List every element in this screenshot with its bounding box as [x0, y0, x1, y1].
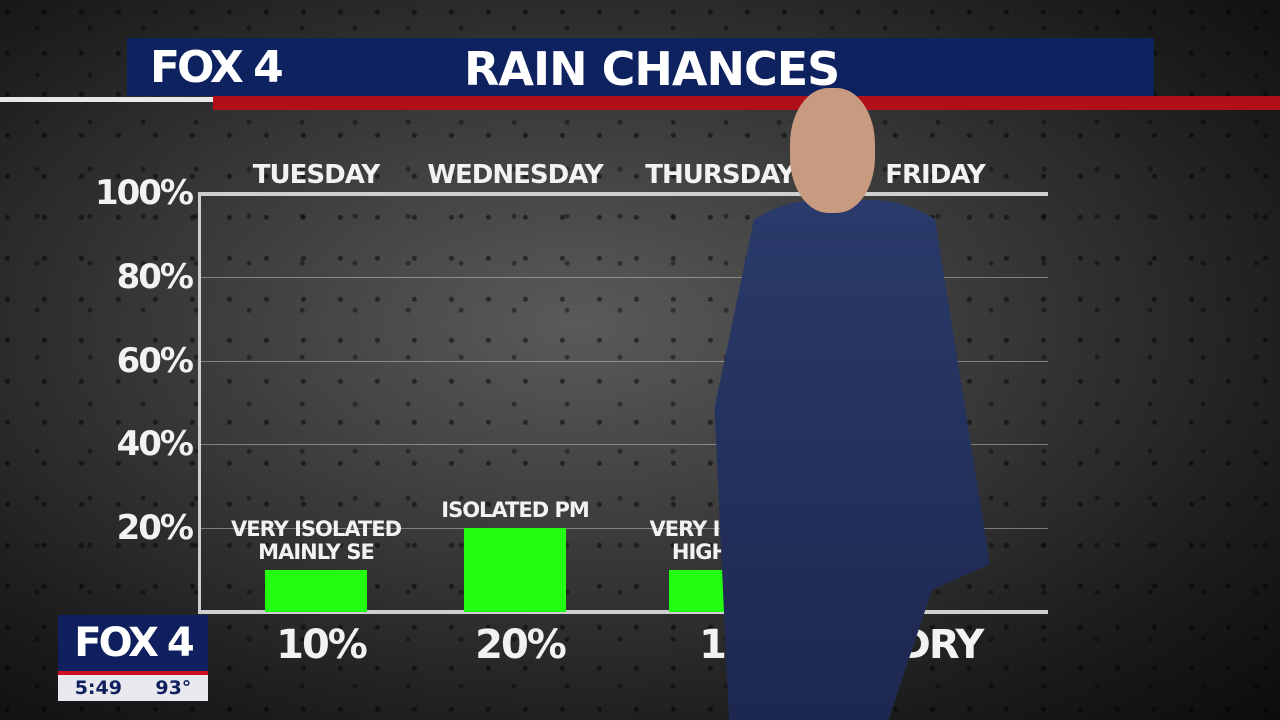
annotation-line: HIGH — [671, 540, 729, 565]
value-label: 10% — [276, 622, 368, 668]
day-label: THURSDAY — [645, 160, 795, 190]
presenter-head — [790, 88, 875, 213]
y-tick-label: 60% — [116, 340, 194, 381]
page-title: RAIN CHANCES — [464, 42, 840, 96]
temperature: 93° — [155, 677, 192, 699]
y-tick-label: 20% — [116, 508, 194, 549]
bug-divider — [58, 671, 208, 675]
bar-annotation: ISOLATED PM — [441, 499, 589, 522]
gridline — [201, 444, 1048, 446]
y-tick-label: 80% — [116, 256, 194, 297]
title-bar — [127, 38, 1154, 96]
day-label: TUESDAY — [252, 160, 380, 190]
fox4-logo: FOX 4 — [150, 42, 284, 93]
bug-info: 5:49 93° — [58, 675, 208, 701]
day-label: FRIDAY — [885, 160, 985, 190]
annotation-line: MAINLY SE — [258, 540, 375, 565]
value-label: 20% — [475, 622, 567, 668]
bug-logo: FOX 4 — [58, 615, 208, 671]
bar — [464, 528, 566, 612]
day-label: WEDNESDAY — [427, 160, 603, 190]
bar — [265, 570, 367, 612]
top-line — [198, 192, 1048, 196]
bar-annotation: VERY ISOLATED MAINLY SE — [230, 517, 402, 565]
annotation-line: ISOLATED PM — [441, 498, 589, 523]
y-tick-label: 40% — [116, 424, 194, 465]
divider — [213, 96, 1280, 110]
gridline — [201, 276, 1048, 278]
x-axis — [198, 610, 1048, 614]
y-tick-label: 100% — [94, 173, 194, 213]
plot-area — [198, 193, 1048, 612]
divider — [0, 97, 213, 102]
gridline — [201, 528, 1048, 530]
gridline — [201, 360, 1048, 362]
time: 5:49 — [74, 677, 122, 699]
annotation-line: VERY ISOLATED — [230, 517, 402, 542]
station-bug: FOX 4 5:49 93° — [58, 615, 208, 701]
